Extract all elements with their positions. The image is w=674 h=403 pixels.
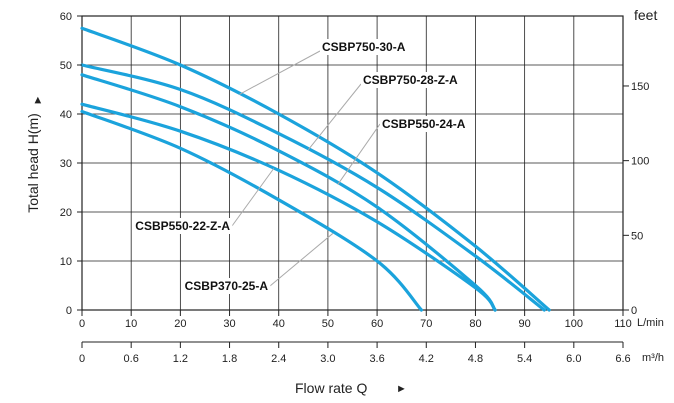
- series-label-bg: [133, 218, 233, 234]
- m3h-tick-label: 0.6: [124, 353, 139, 365]
- series-label: CSBP750-30-A: [322, 40, 406, 54]
- x-tick-label: 30: [223, 318, 235, 330]
- m3h-tick-label: 4.2: [419, 353, 434, 365]
- x-tick-label: 40: [273, 318, 285, 330]
- series-line: [80, 102, 497, 312]
- y-tick-label: 20: [60, 207, 72, 219]
- x-ticks: 0 10 20 30 40 50 60 70 80 90 100 110: [79, 310, 632, 330]
- x-unit-m3h: m³/h: [642, 352, 664, 364]
- x-unit-lmin: L/min: [637, 317, 664, 329]
- series-line: [80, 63, 546, 312]
- m3h-tick-label: 3.6: [369, 353, 384, 365]
- y-tick-label: 50: [60, 60, 72, 72]
- series-labels: CSBP750-30-A CSBP750-28-Z-A CSBP550-24-A CS…: [133, 39, 468, 294]
- m3h-tick-label: 4.8: [468, 353, 483, 365]
- x-tick-label: 100: [565, 318, 583, 330]
- m3h-tick-label: 0: [79, 353, 85, 365]
- series-label-bg: [320, 39, 408, 55]
- series-label: CSBP750-28-Z-A: [363, 73, 458, 87]
- y-ticks: 0 10 20 30 40 50 60: [60, 11, 82, 317]
- x-axis-label: Flow rate Q: [295, 380, 367, 396]
- x-tick-label: 70: [420, 318, 432, 330]
- m3h-tick-label: 1.2: [173, 353, 188, 365]
- y-right-tick-label: 50: [631, 230, 643, 242]
- leader-line: [239, 50, 321, 95]
- m3h-tick-label: 6.6: [615, 353, 630, 365]
- m3h-tick-label: 5.4: [517, 353, 532, 365]
- series-label: CSBP370-25-A: [185, 279, 269, 293]
- y-tick-label: 40: [60, 109, 72, 121]
- m3h-ticks: 0 0.6 1.2 1.8 2.4 3.0 3.6 4.2 4.8 5.4 6.0 6.6: [79, 342, 631, 365]
- series-label: CSBP550-22-Z-A: [135, 219, 230, 233]
- leader-line: [337, 123, 381, 185]
- x-tick-label: 20: [174, 318, 186, 330]
- y-right-tick-label: 100: [631, 156, 649, 168]
- y-tick-label: 60: [60, 11, 72, 23]
- leader-lines: [231, 50, 381, 287]
- y-tick-label: 0: [66, 305, 72, 317]
- m3h-tick-label: 6.0: [566, 353, 581, 365]
- series-label-bg: [361, 72, 461, 88]
- x-tick-label: 60: [371, 318, 383, 330]
- leader-line: [307, 83, 362, 151]
- y-tick-label: 30: [60, 158, 72, 170]
- x-axis-arrow: ►: [396, 383, 407, 395]
- m3h-tick-label: 2.4: [271, 353, 286, 365]
- m3h-tick-label: 1.8: [222, 353, 237, 365]
- y-right-tick-label: 0: [631, 305, 637, 317]
- y-right-tick-label: 150: [631, 81, 649, 93]
- right-axis-label: feet: [634, 7, 657, 23]
- x-tick-label: 50: [322, 318, 334, 330]
- x-tick-label: 10: [125, 318, 137, 330]
- series-label-bg: [380, 116, 468, 132]
- series-line: [80, 26, 551, 312]
- x-tick-label: 90: [519, 318, 531, 330]
- x-tick-label: 80: [469, 318, 481, 330]
- series-line: [80, 109, 423, 312]
- curves: [80, 26, 551, 312]
- y-right-ticks: 0 50 100 150: [623, 81, 649, 317]
- y-tick-label: 10: [60, 256, 72, 268]
- y-axis-arrow: ►: [32, 95, 44, 106]
- series-label-bg: [182, 278, 271, 294]
- series-line: [80, 73, 497, 312]
- leader-line: [269, 233, 334, 287]
- y-axis-label: Total head H(m): [25, 113, 41, 213]
- leader-line: [231, 168, 275, 227]
- x-tick-label: 0: [79, 318, 85, 330]
- m3h-tick-label: 3.0: [320, 353, 335, 365]
- x-tick-label: 110: [614, 318, 632, 330]
- series-label: CSBP550-24-A: [382, 117, 466, 131]
